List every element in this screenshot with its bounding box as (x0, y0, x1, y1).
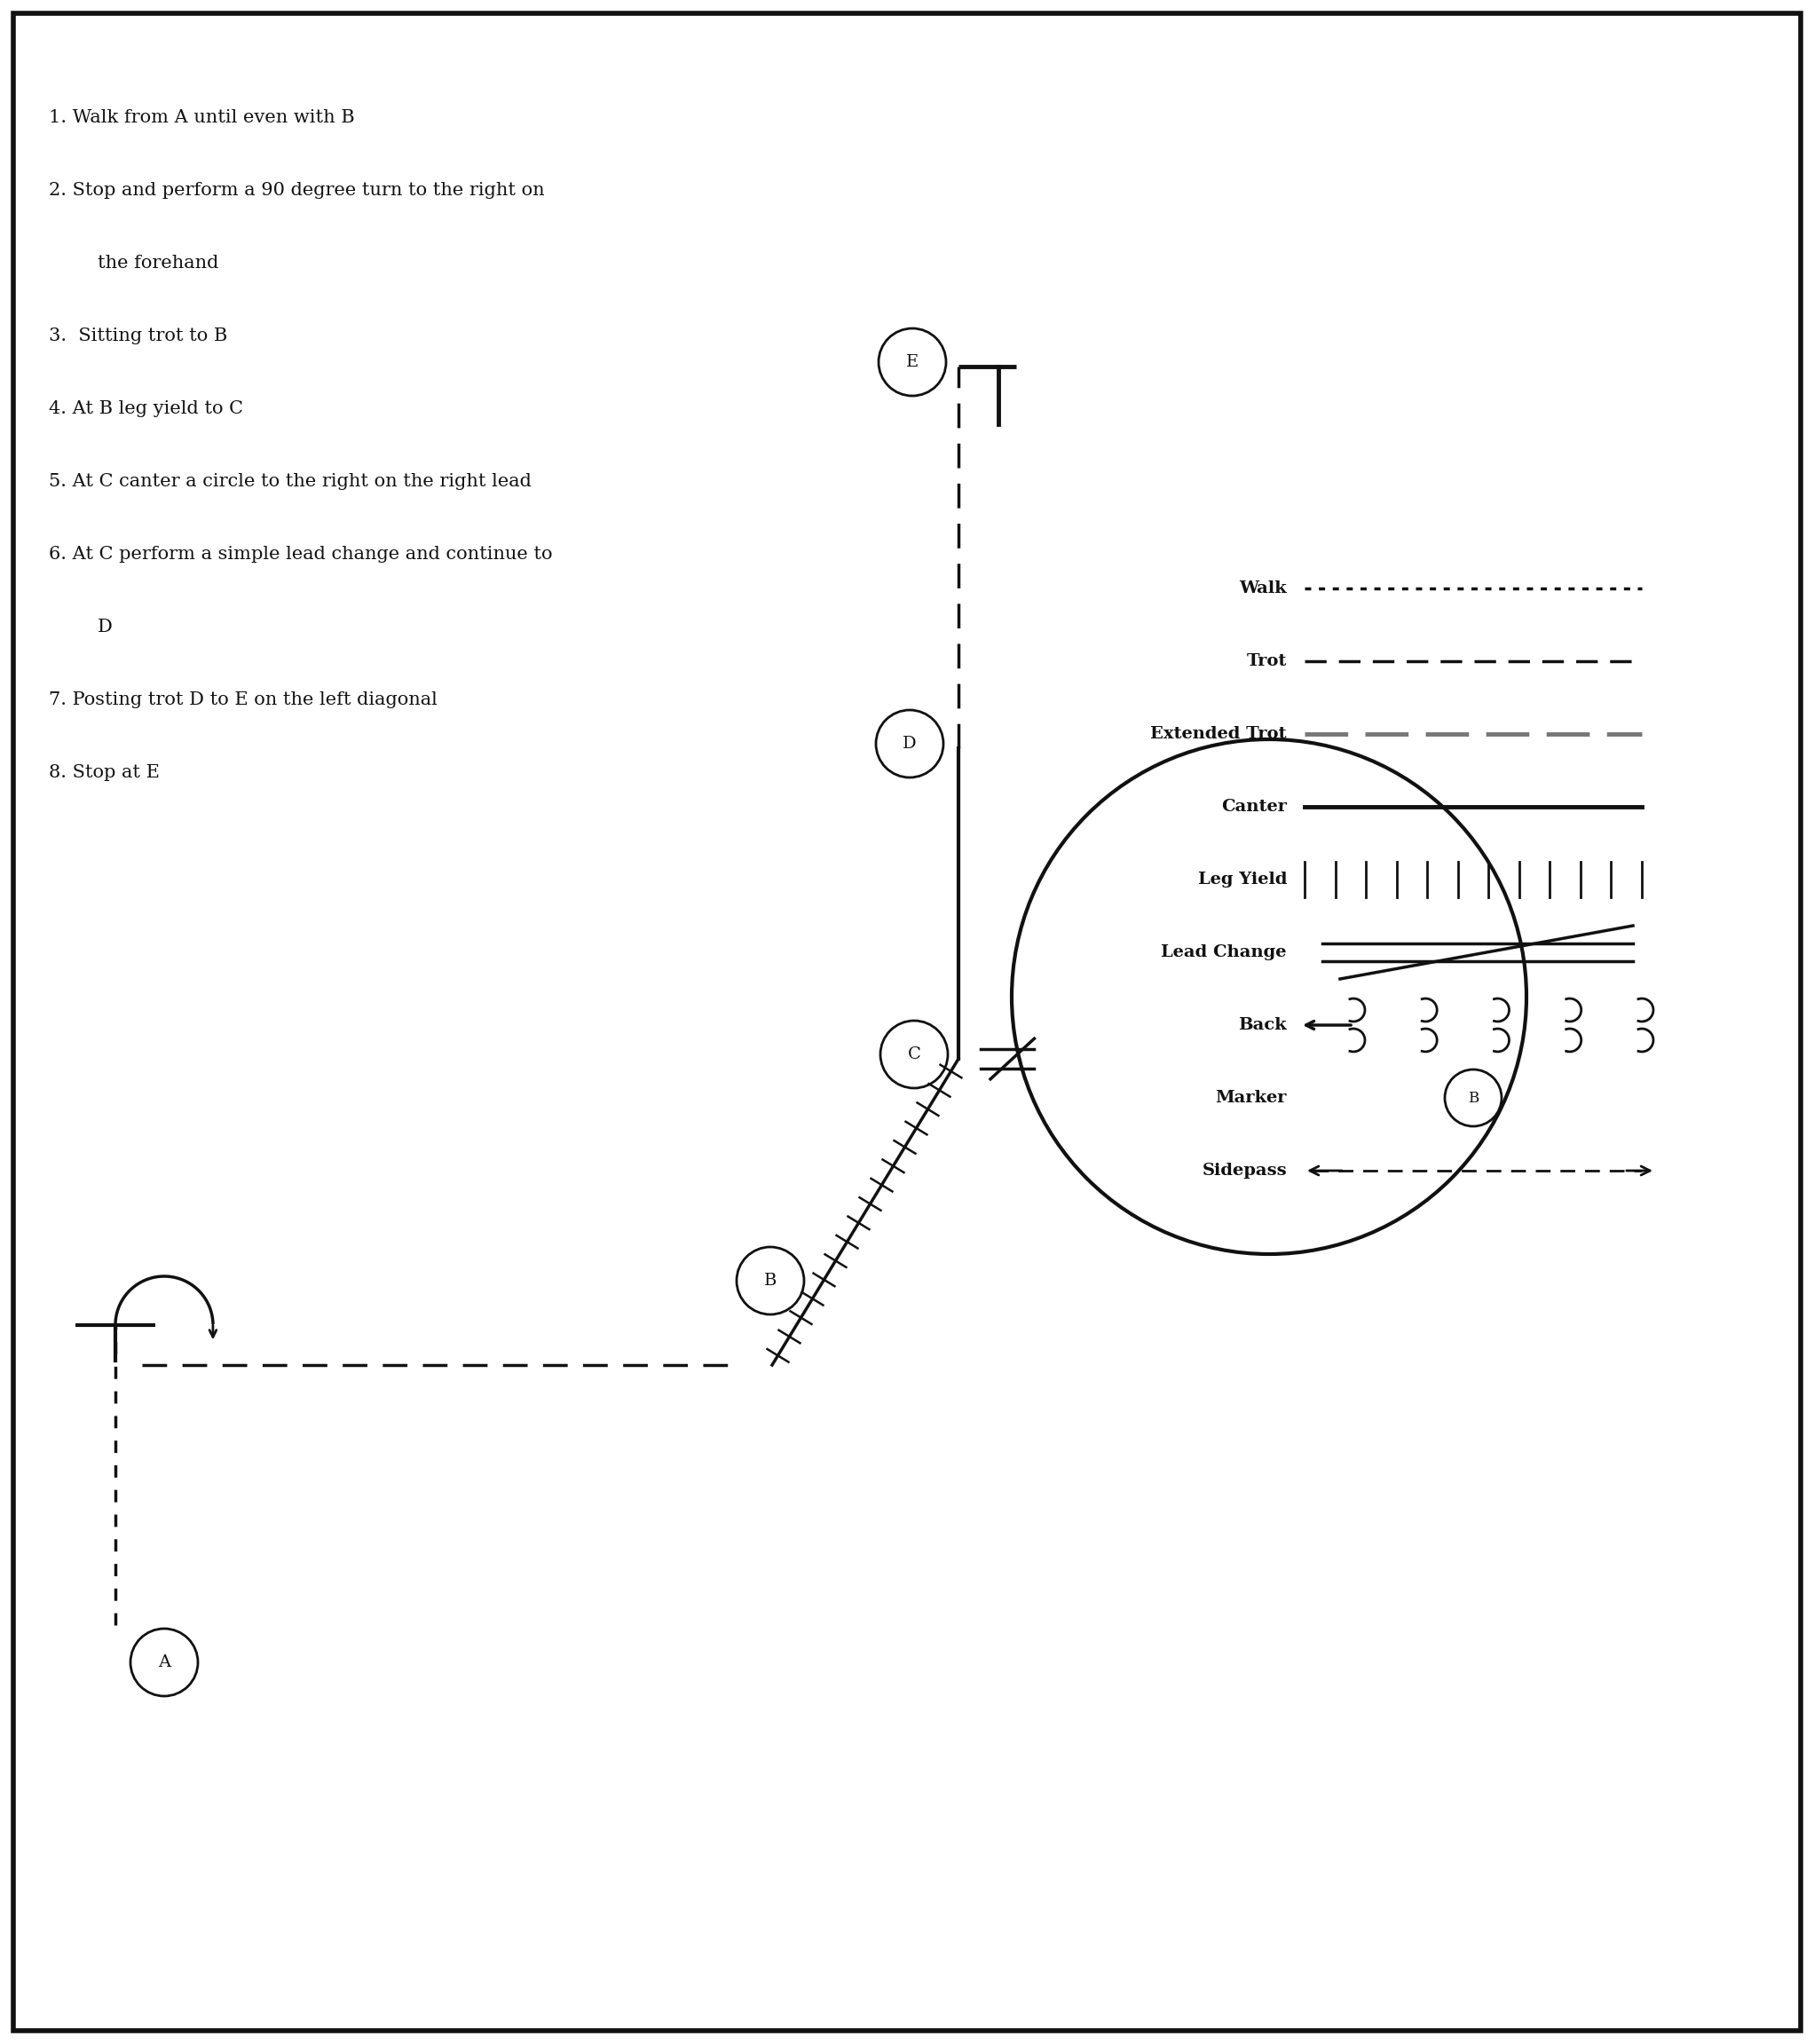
Text: Walk: Walk (1239, 580, 1286, 597)
Text: 5. At C canter a circle to the right on the right lead: 5. At C canter a circle to the right on … (49, 472, 532, 491)
Text: B: B (1468, 1089, 1478, 1106)
Text: D: D (903, 736, 916, 752)
Text: A: A (158, 1654, 171, 1670)
Text: Sidepass: Sidepass (1203, 1163, 1286, 1179)
Text: Lead Change: Lead Change (1161, 944, 1286, 961)
Text: the forehand: the forehand (98, 256, 219, 272)
Text: 1. Walk from A until even with B: 1. Walk from A until even with B (49, 108, 356, 127)
Text: Back: Back (1239, 1018, 1286, 1032)
Text: 8. Stop at E: 8. Stop at E (49, 764, 160, 781)
Text: 4. At B leg yield to C: 4. At B leg yield to C (49, 401, 243, 417)
Text: D: D (98, 619, 112, 636)
Text: E: E (905, 354, 918, 370)
Text: 7. Posting trot D to E on the left diagonal: 7. Posting trot D to E on the left diago… (49, 691, 437, 709)
Text: Extended Trot: Extended Trot (1150, 726, 1286, 742)
Text: B: B (764, 1273, 776, 1288)
Text: Leg Yield: Leg Yield (1197, 871, 1286, 887)
Text: 2. Stop and perform a 90 degree turn to the right on: 2. Stop and perform a 90 degree turn to … (49, 182, 544, 198)
Text: Marker: Marker (1215, 1089, 1286, 1106)
Text: 6. At C perform a simple lead change and continue to: 6. At C perform a simple lead change and… (49, 546, 553, 562)
Text: Canter: Canter (1221, 799, 1286, 816)
Text: Trot: Trot (1246, 654, 1286, 668)
Text: C: C (907, 1047, 922, 1063)
Text: 3.  Sitting trot to B: 3. Sitting trot to B (49, 327, 227, 343)
